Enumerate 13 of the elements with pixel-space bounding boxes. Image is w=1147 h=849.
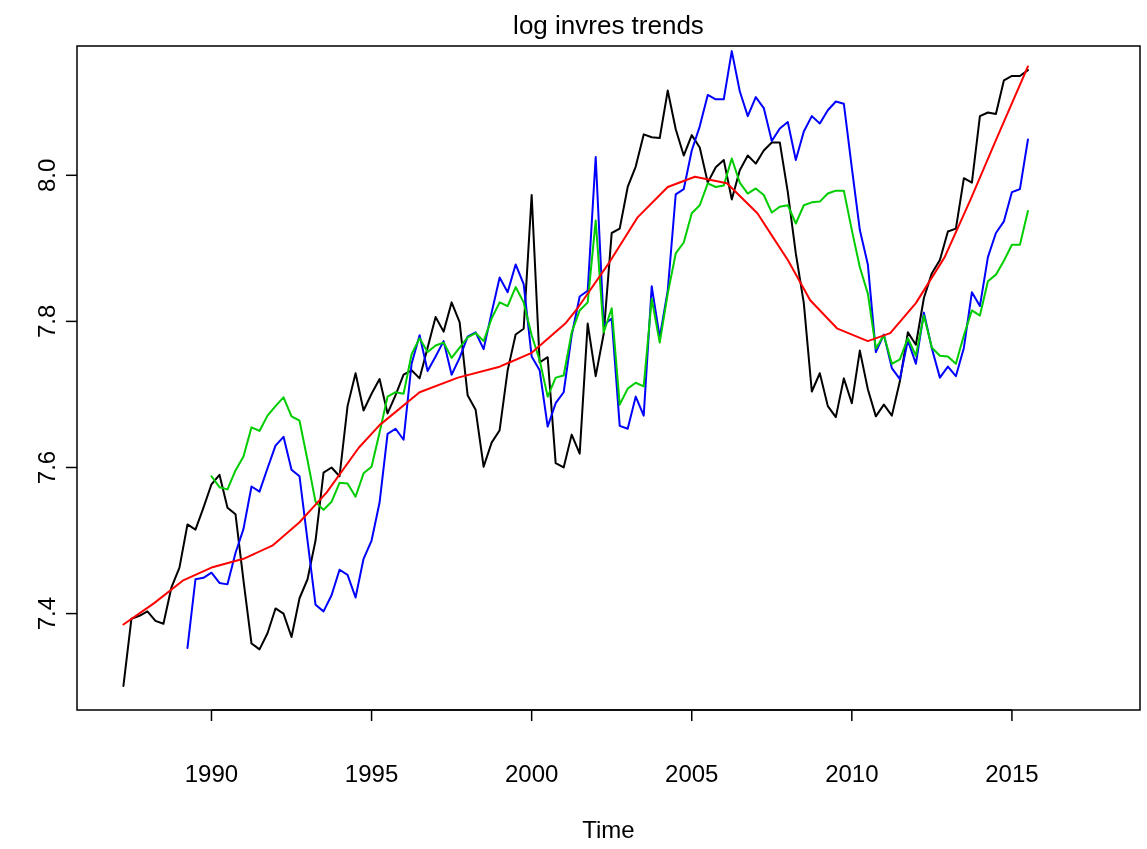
x-tick-label: 2010 — [825, 760, 879, 787]
y-tick-label: 8.0 — [33, 158, 60, 192]
y-tick-label: 7.4 — [33, 596, 60, 631]
x-tick-label: 1990 — [184, 760, 239, 787]
x-axis-title: Time — [582, 816, 635, 843]
chart-title: log invres trends — [513, 10, 704, 40]
x-tick-label: 2005 — [665, 760, 719, 787]
y-tick-label: 7.6 — [33, 450, 60, 485]
x-tick-label: 2015 — [985, 760, 1039, 787]
x-tick-label: 2000 — [504, 760, 559, 787]
y-tick-label: 7.8 — [33, 304, 60, 339]
x-tick-label: 1995 — [344, 760, 399, 787]
line-series — [210, 157, 1029, 511]
